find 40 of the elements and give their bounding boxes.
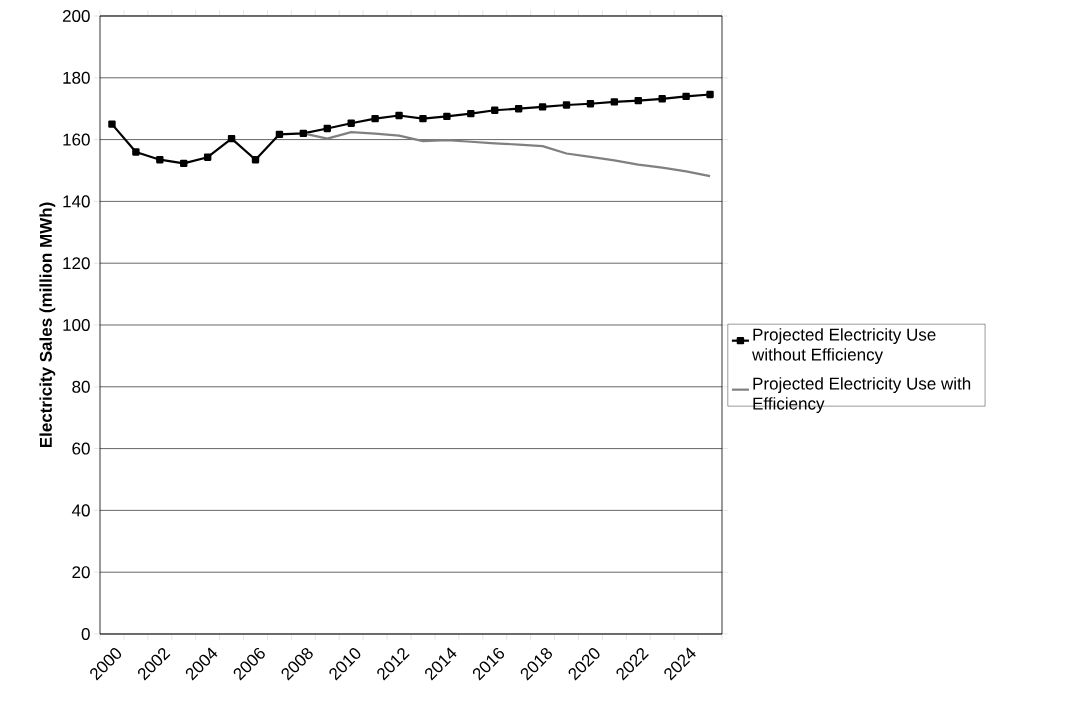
legend-label: Projected Electricity Use with Efficiency [753, 377, 971, 414]
point [251, 155, 260, 164]
y-tick-label: 100 [63, 318, 90, 332]
point [419, 114, 427, 123]
y-tick-label: 140 [63, 195, 90, 208]
point [227, 134, 236, 143]
y-tick-label: 60 [72, 442, 90, 455]
point [706, 90, 714, 99]
point [108, 120, 116, 128]
point [610, 98, 619, 106]
y-tick-label: 80 [72, 380, 90, 393]
y-tick-label: 20 [72, 566, 90, 579]
point [443, 112, 451, 121]
point [634, 96, 642, 105]
y-tick-label: 40 [71, 504, 90, 517]
y-axis-title: Electricity Sales (million MWh) [39, 202, 56, 448]
point [371, 114, 379, 123]
point [156, 155, 164, 164]
point [203, 153, 212, 161]
point [658, 95, 666, 103]
legend-label: Projected Electricity Use without Efficiency [752, 328, 936, 365]
y-tick-label: 120 [63, 257, 90, 270]
point [467, 109, 475, 118]
point [682, 92, 690, 101]
point [395, 111, 403, 120]
point [562, 101, 571, 109]
point [323, 124, 331, 133]
point [538, 103, 547, 111]
y-tick-label: 200 [62, 9, 90, 23]
y-tick-label: 0 [81, 627, 90, 641]
y-tick-label: 160 [63, 133, 90, 146]
point [132, 148, 140, 156]
point [491, 106, 499, 114]
point [299, 129, 308, 138]
point [347, 119, 355, 127]
point [514, 104, 523, 113]
point [180, 159, 188, 168]
point [275, 130, 284, 139]
point [586, 100, 595, 108]
y-tick-label: 180 [63, 71, 90, 84]
